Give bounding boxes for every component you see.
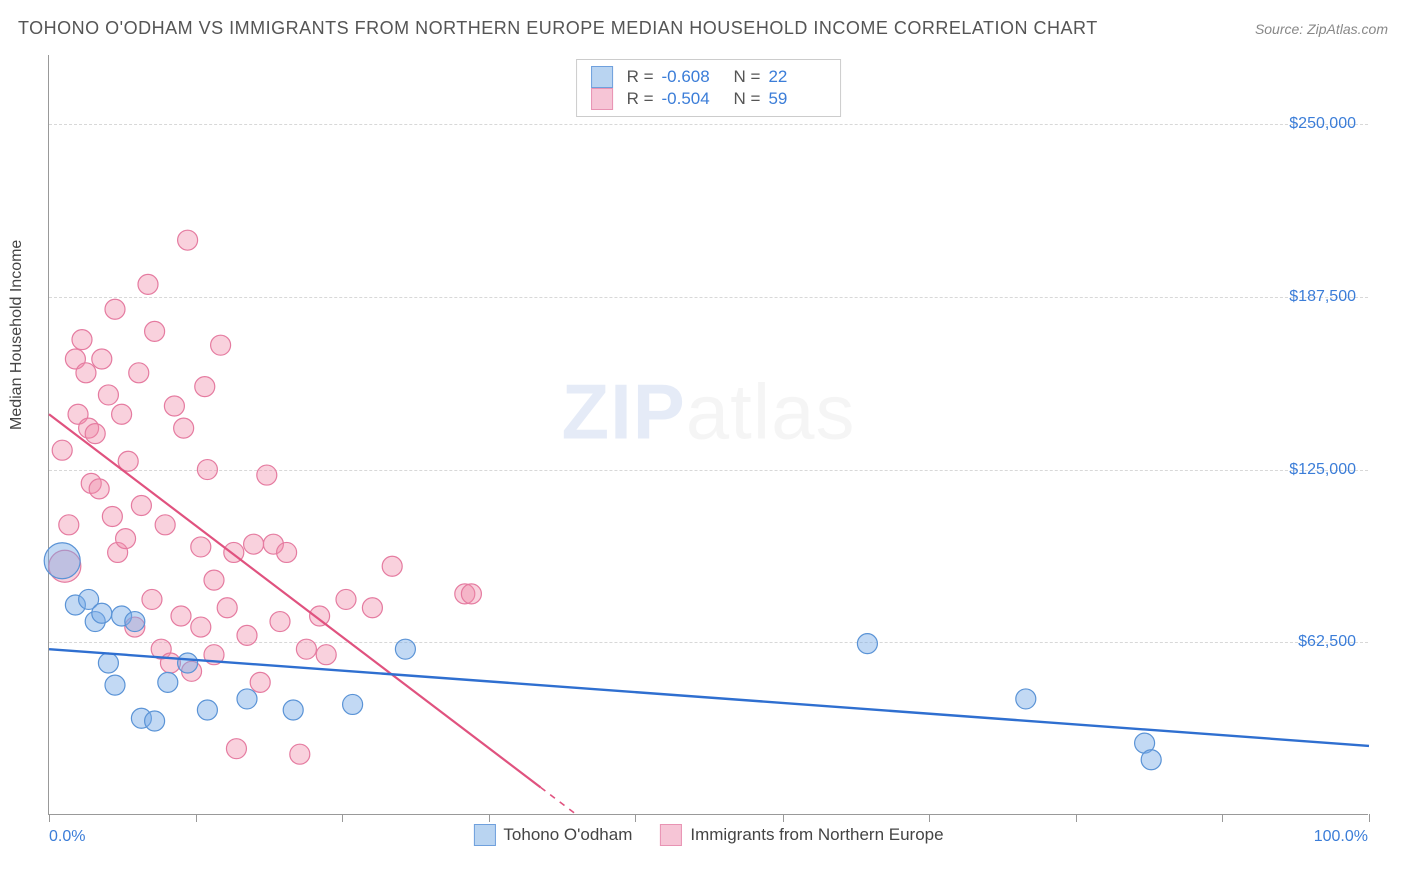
x-tick [49, 814, 50, 822]
x-tick [196, 814, 197, 822]
point-pink [362, 598, 382, 618]
legend-item-pink: Immigrants from Northern Europe [660, 824, 943, 846]
source-label: Source: ZipAtlas.com [1255, 21, 1388, 37]
series-legend: Tohono O'odham Immigrants from Northern … [473, 824, 943, 846]
r-label: R = [627, 67, 654, 87]
series-name-blue: Tohono O'odham [503, 825, 632, 845]
point-pink [72, 330, 92, 350]
point-pink [197, 460, 217, 480]
point-pink [226, 739, 246, 759]
title-bar: TOHONO O'ODHAM VS IMMIGRANTS FROM NORTHE… [18, 18, 1388, 39]
point-pink [257, 465, 277, 485]
n-value-blue: 22 [768, 67, 826, 87]
r-label: R = [627, 89, 654, 109]
legend-item-blue: Tohono O'odham [473, 824, 632, 846]
point-pink [92, 349, 112, 369]
point-blue [44, 543, 80, 579]
point-pink [116, 529, 136, 549]
point-pink [270, 612, 290, 632]
point-pink [178, 230, 198, 250]
point-blue [158, 672, 178, 692]
point-blue [237, 689, 257, 709]
legend-swatch-pink [591, 88, 613, 110]
point-pink [129, 363, 149, 383]
point-pink [85, 424, 105, 444]
point-pink [191, 537, 211, 557]
point-pink [217, 598, 237, 618]
point-pink [277, 542, 297, 562]
point-pink [244, 534, 264, 554]
point-pink [296, 639, 316, 659]
point-pink [59, 515, 79, 535]
n-label: N = [734, 89, 761, 109]
correlation-legend: R = -0.608 N = 22 R = -0.504 N = 59 [576, 59, 842, 117]
point-pink [174, 418, 194, 438]
trend-pink-dashed [541, 787, 577, 815]
point-pink [138, 274, 158, 294]
point-blue [197, 700, 217, 720]
x-tick [783, 814, 784, 822]
point-pink [145, 321, 165, 341]
x-tick [635, 814, 636, 822]
point-pink [76, 363, 96, 383]
x-tick [1369, 814, 1370, 822]
x-tick [489, 814, 490, 822]
legend-swatch-pink [660, 824, 682, 846]
point-blue [125, 612, 145, 632]
chart-title: TOHONO O'ODHAM VS IMMIGRANTS FROM NORTHE… [18, 18, 1098, 39]
point-pink [102, 507, 122, 527]
point-pink [316, 645, 336, 665]
n-label: N = [734, 67, 761, 87]
x-tick [342, 814, 343, 822]
point-pink [195, 377, 215, 397]
chart-svg [49, 55, 1368, 814]
point-pink [131, 495, 151, 515]
point-pink [98, 385, 118, 405]
point-blue [98, 653, 118, 673]
point-pink [336, 589, 356, 609]
point-blue [92, 603, 112, 623]
point-pink [382, 556, 402, 576]
point-blue [145, 711, 165, 731]
point-pink [171, 606, 191, 626]
n-value-pink: 59 [768, 89, 826, 109]
point-pink [250, 672, 270, 692]
r-value-pink: -0.504 [662, 89, 720, 109]
legend-swatch-blue [591, 66, 613, 88]
point-blue [1141, 750, 1161, 770]
point-pink [290, 744, 310, 764]
series-name-pink: Immigrants from Northern Europe [690, 825, 943, 845]
point-pink [461, 584, 481, 604]
point-pink [211, 335, 231, 355]
x-max-label: 100.0% [1314, 828, 1368, 846]
point-pink [105, 299, 125, 319]
point-blue [395, 639, 415, 659]
x-tick [1222, 814, 1223, 822]
point-pink [89, 479, 109, 499]
plot-area: ZIPatlas R = -0.608 N = 22 R = -0.504 N … [48, 55, 1368, 815]
legend-swatch-blue [473, 824, 495, 846]
point-pink [164, 396, 184, 416]
legend-row-pink: R = -0.504 N = 59 [591, 88, 827, 110]
point-blue [857, 634, 877, 654]
point-pink [204, 570, 224, 590]
r-value-blue: -0.608 [662, 67, 720, 87]
legend-row-blue: R = -0.608 N = 22 [591, 66, 827, 88]
point-pink [310, 606, 330, 626]
point-blue [105, 675, 125, 695]
point-pink [155, 515, 175, 535]
point-pink [142, 589, 162, 609]
point-pink [237, 625, 257, 645]
y-axis-label: Median Household Income [8, 240, 26, 430]
point-blue [1016, 689, 1036, 709]
x-tick [1076, 814, 1077, 822]
point-blue [178, 653, 198, 673]
point-pink [52, 440, 72, 460]
point-blue [343, 694, 363, 714]
point-pink [191, 617, 211, 637]
x-tick [929, 814, 930, 822]
x-min-label: 0.0% [49, 828, 85, 846]
point-blue [283, 700, 303, 720]
point-pink [112, 404, 132, 424]
